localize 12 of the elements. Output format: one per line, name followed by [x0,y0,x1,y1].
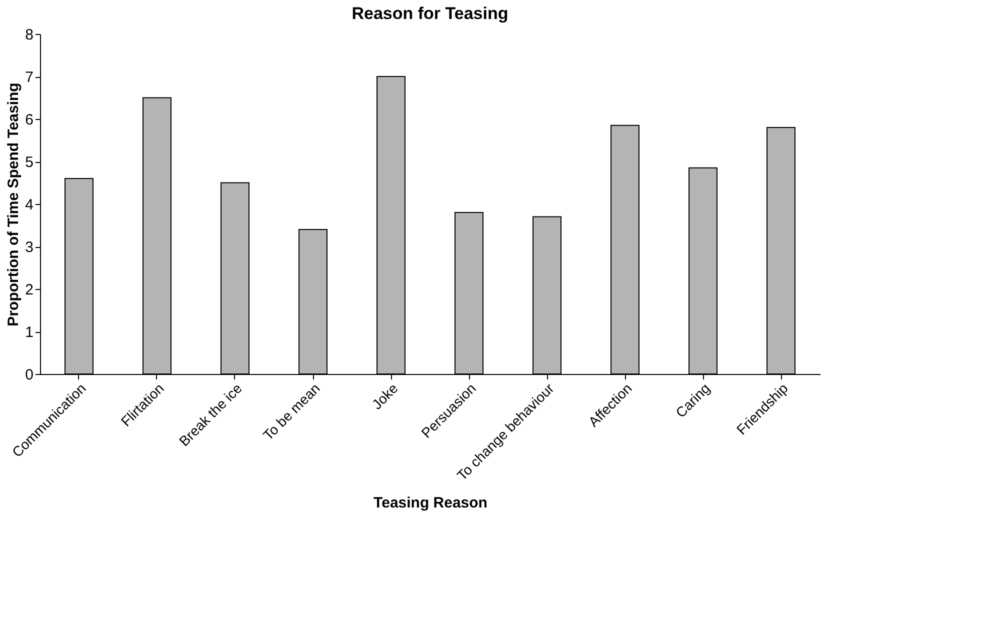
y-tick-label: 2 [25,282,34,298]
x-axis-title: Teasing Reason [374,494,488,512]
y-tick-label: 3 [25,239,34,256]
y-tick-label: 6 [25,112,34,128]
y-tick-label: 1 [25,324,34,341]
y-axis-title: Proportion of Time Spend Teasing [5,82,22,326]
chart-title: Reason for Teasing [352,4,508,23]
y-tick-label: 5 [25,154,34,171]
y-tick-label: 8 [25,26,34,44]
y-tick-label: 4 [25,196,34,214]
y-tick-label: 0 [25,366,34,384]
y-tick-label: 7 [25,69,34,86]
